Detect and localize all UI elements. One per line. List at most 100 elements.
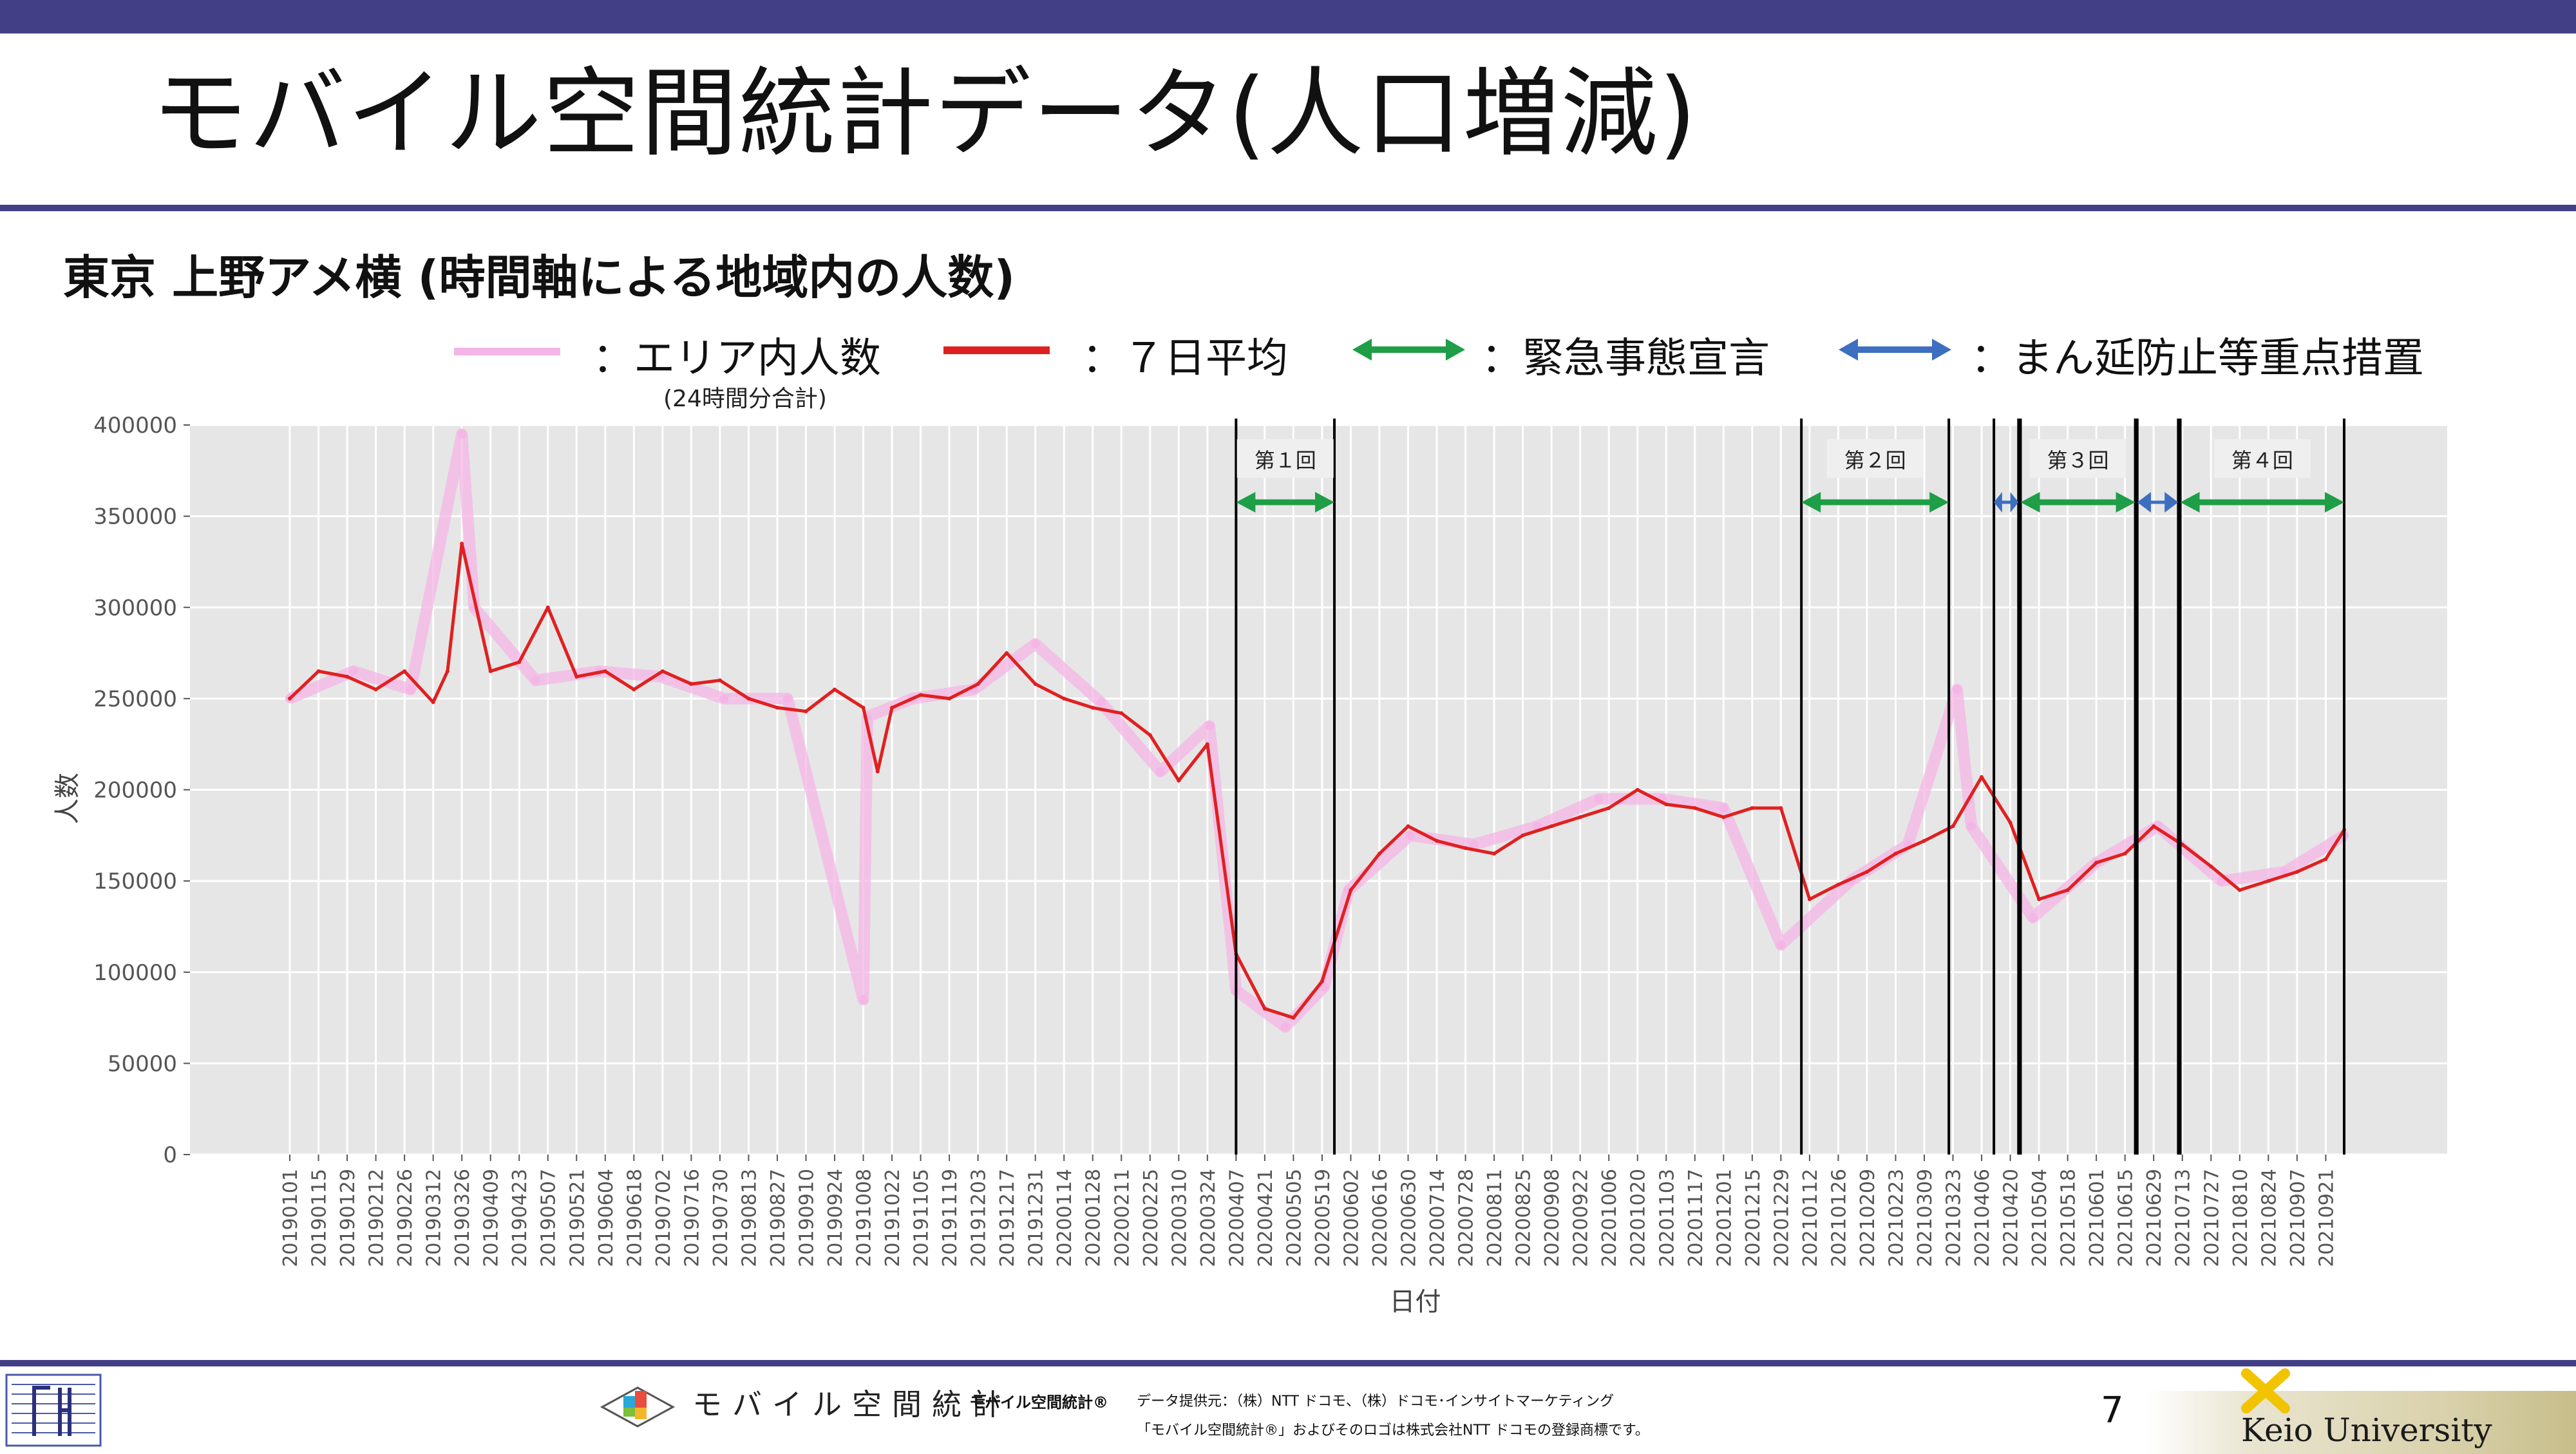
series-point-area-count [1280, 1022, 1290, 1032]
x-tick-label: 20210420 [2000, 1169, 2023, 1267]
series-point-7day-avg [2065, 888, 2070, 892]
x-tick-label: 20210209 [1857, 1169, 1879, 1267]
series-point-7day-avg [1750, 806, 1754, 810]
series-point-7day-avg [603, 669, 607, 674]
x-tick-label: 20190827 [767, 1169, 790, 1267]
y-tick-label: 250000 [93, 686, 177, 712]
series-point-7day-avg [947, 696, 952, 701]
series-point-area-count [1967, 822, 1976, 831]
series-point-area-count [719, 694, 729, 703]
period-arrow-head [2116, 492, 2136, 513]
series-point-7day-avg [445, 669, 450, 674]
series-point-area-count [1405, 831, 1415, 840]
series-point-7day-avg [1291, 1015, 1296, 1020]
series-point-7day-avg [2324, 857, 2328, 862]
x-tick-label: 20200310 [1168, 1169, 1191, 1267]
period-label: 第２回 [1844, 448, 1906, 473]
series-point-area-count [858, 995, 868, 1005]
x-tick-label: 20200825 [1513, 1169, 1535, 1267]
series-point-area-count [531, 675, 540, 685]
population-line-chart: 0 50000 100000 150000 200000 250000 300000 3500… [53, 413, 2447, 1317]
x-tick-label: 20200811 [1484, 1169, 1506, 1267]
series-point-7day-avg [976, 682, 980, 686]
series-point-area-count [1952, 685, 1962, 694]
series-point-7day-avg [488, 669, 493, 674]
period-label: 第３回 [2047, 448, 2109, 473]
x-tick-label: 20190730 [710, 1169, 732, 1267]
series-point-7day-avg [1893, 851, 1898, 856]
series-point-7day-avg [1148, 733, 1152, 737]
y-tick-label: 50000 [108, 1051, 177, 1077]
legend-note: (24時間分合計) [663, 386, 827, 412]
slide-title: モバイル空間統計データ(人口増減) [151, 58, 1698, 170]
x-tick-label: 20210824 [2258, 1169, 2280, 1267]
period-arrow-head [1315, 492, 1335, 513]
x-tick-label: 20200908 [1541, 1169, 1564, 1267]
x-tick-label: 20210713 [2172, 1169, 2195, 1267]
keio-pen-icon [2241, 1368, 2290, 1413]
series-point-area-count [782, 694, 792, 703]
x-tick-label: 20201020 [1627, 1169, 1650, 1267]
series-point-7day-avg [804, 709, 808, 713]
series-point-area-count [348, 666, 358, 676]
x-tick-label: 20210223 [1885, 1169, 1908, 1267]
x-tick-label: 20210921 [2315, 1169, 2338, 1267]
y-tick-label: 350000 [93, 504, 177, 530]
x-tick-label: 20190910 [795, 1169, 818, 1267]
series-point-7day-avg [1349, 888, 1353, 892]
series-point-7day-avg [1549, 824, 1554, 829]
series-point-7day-avg [1721, 815, 1726, 819]
series-point-7day-avg [2266, 879, 2271, 883]
mobile-stats-logo-icon [600, 1386, 676, 1428]
x-tick-label: 20191022 [882, 1169, 904, 1267]
series-point-7day-avg [1692, 806, 1697, 810]
period-arrow-head [1801, 492, 1821, 513]
series-point-7day-avg [374, 687, 378, 692]
series-point-7day-avg [1435, 838, 1439, 843]
series-point-7day-avg [875, 769, 880, 774]
series-point-7day-avg [2209, 864, 2213, 869]
footer-brand: モバイル空間統計 [692, 1387, 1012, 1422]
title-underline [0, 205, 2576, 211]
x-tick-label: 20201229 [1770, 1169, 1793, 1267]
series-point-7day-avg [1406, 824, 1410, 829]
chart-subtitle: 東京 上野アメ横 (時間軸による地域内の人数) [63, 250, 1016, 305]
x-tick-label: 20210615 [2115, 1169, 2137, 1267]
legend-swatch-area-count [454, 348, 560, 355]
footer-trademark-label: モバイル空間統計® [969, 1393, 1108, 1412]
footer-source-line2: 「モバイル空間統計®」およびそのロゴは株式会社NTT ドコモの登録商標です。 [1137, 1422, 1649, 1439]
x-tick-label: 20201215 [1742, 1169, 1765, 1267]
x-tick-label: 20191231 [1025, 1169, 1048, 1267]
x-tick-label: 20210601 [2086, 1169, 2108, 1267]
series-point-7day-avg [1320, 979, 1324, 983]
x-tick-label: 20200225 [1140, 1169, 1162, 1267]
x-tick-label: 20200728 [1455, 1169, 1478, 1267]
series-point-area-count [1469, 840, 1479, 849]
x-axis-title: 日付 [1390, 1287, 1441, 1317]
top-accent-bar [0, 0, 2576, 33]
series-point-7day-avg [431, 700, 435, 704]
x-tick-label: 20200114 [1054, 1169, 1076, 1267]
series-point-7day-avg [1205, 742, 1209, 746]
x-tick-label: 20190924 [824, 1169, 847, 1267]
series-point-7day-avg [574, 674, 579, 679]
x-tick-label: 20191119 [939, 1169, 961, 1267]
series-point-area-count [2028, 912, 2038, 922]
series-point-area-count [1155, 767, 1165, 777]
period-arrow-head [2010, 492, 2019, 513]
series-point-7day-avg [746, 696, 751, 701]
series-point-7day-avg [402, 669, 407, 674]
series-point-7day-avg [1119, 711, 1124, 715]
series-point-area-count [1594, 794, 1604, 804]
lab-logo [5, 1374, 102, 1447]
x-tick-label: 20200128 [1083, 1169, 1105, 1267]
y-tick-label: 0 [163, 1142, 177, 1168]
series-point-7day-avg [345, 674, 350, 679]
series-point-7day-avg [1177, 779, 1181, 783]
x-tick-label: 20190101 [279, 1169, 302, 1267]
series-point-7day-avg [1005, 651, 1009, 656]
series-point-7day-avg [689, 682, 694, 686]
series-point-7day-avg [1463, 846, 1468, 851]
x-tick-label: 20191217 [996, 1169, 1019, 1267]
series-point-7day-avg [717, 678, 722, 683]
